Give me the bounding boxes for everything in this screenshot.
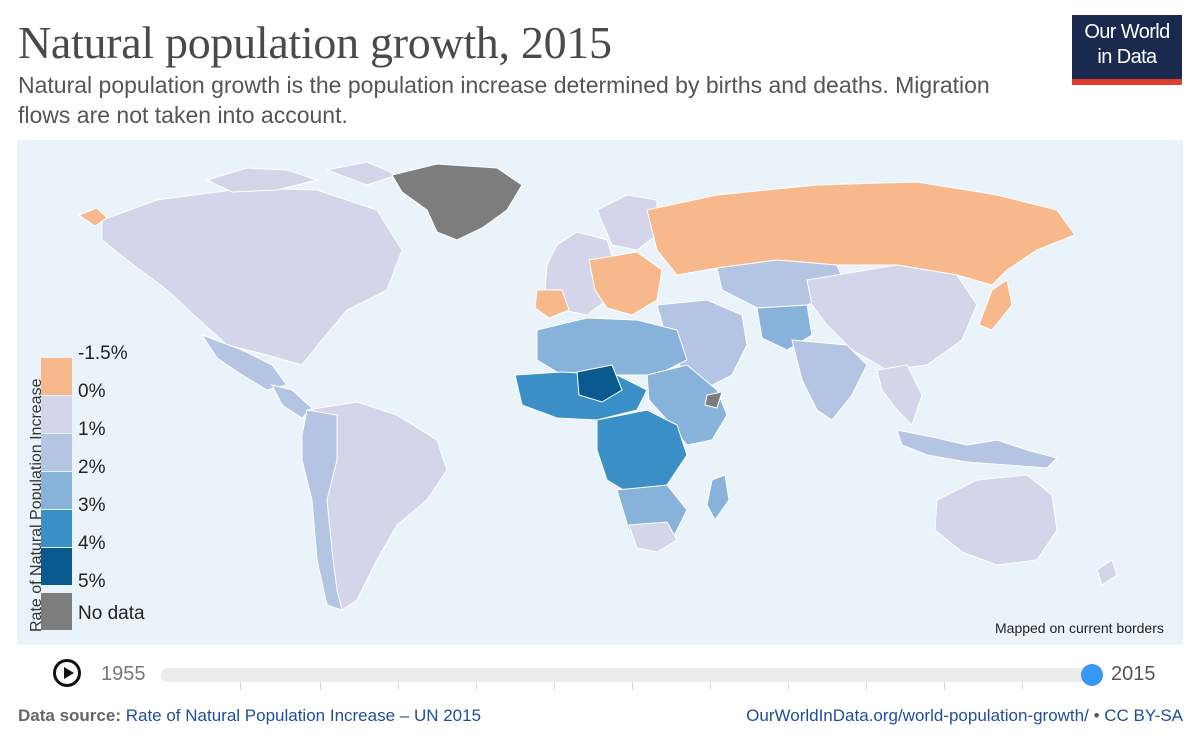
timeline-tick [554, 682, 555, 690]
region-russia[interactable] [646, 181, 1076, 286]
timeline-tick [476, 682, 477, 690]
logo-line-1: Our World [1084, 21, 1170, 43]
legend-tick-label: 5% [78, 571, 106, 592]
logo-accent-bar [1072, 79, 1182, 85]
timeline-tick [632, 682, 633, 690]
legend-swatch-bin-6[interactable] [41, 548, 72, 585]
legend-swatch-bin-4[interactable] [41, 472, 72, 509]
timeline-start-year: 1955 [101, 663, 146, 685]
world-map-svg [77, 161, 1118, 611]
region-niger[interactable] [576, 364, 623, 403]
region-japan[interactable] [978, 279, 1013, 331]
timeline-tick [788, 682, 789, 690]
region-north-africa[interactable] [536, 317, 688, 376]
region-indonesia[interactable] [896, 429, 1058, 469]
play-icon[interactable] [53, 659, 81, 687]
region-south-africa[interactable] [628, 521, 678, 553]
footer-separator: • [1093, 706, 1100, 725]
region-madagascar[interactable] [706, 474, 730, 521]
region-north-america[interactable] [101, 187, 403, 366]
timeline-tick [710, 682, 711, 690]
region-iberia[interactable] [534, 289, 570, 319]
timeline: 1955 2015 [0, 652, 1200, 702]
region-new-zealand[interactable] [1096, 559, 1118, 586]
legend-tick-label: 4% [78, 533, 106, 554]
logo-line-2: in Data [1097, 46, 1157, 68]
legend-tick-label: 0% [78, 381, 106, 402]
owid-url-link[interactable]: OurWorldInData.org/world-population-grow… [746, 706, 1089, 725]
region-china-mongolia[interactable] [806, 264, 978, 371]
timeline-tick [1022, 682, 1023, 690]
mapped-borders-note: Mapped on current borders [995, 620, 1164, 636]
timeline-tick [398, 682, 399, 690]
region-southern-europe[interactable] [588, 251, 663, 316]
legend-swatch-no-data[interactable] [41, 593, 72, 630]
timeline-track[interactable] [161, 668, 1095, 682]
legend-no-data-label: No data [78, 603, 145, 624]
legend-swatch-bin-1[interactable] [41, 358, 72, 395]
region-central-africa[interactable] [596, 409, 688, 496]
region-india[interactable] [791, 339, 868, 421]
timeline-tick [320, 682, 321, 690]
legend-swatch-bin-2[interactable] [41, 396, 72, 433]
region-australia[interactable] [934, 474, 1058, 566]
source-label: Data source: [18, 706, 121, 725]
source-link[interactable]: Rate of Natural Population Increase – UN… [125, 706, 482, 725]
timeline-tick [240, 682, 241, 690]
timeline-tick [944, 682, 945, 690]
timeline-end-year: 2015 [1111, 663, 1156, 685]
legend-swatch-bin-5[interactable] [41, 510, 72, 547]
license-link[interactable]: CC BY-SA [1104, 706, 1183, 725]
chart-subtitle: Natural population growth is the populat… [18, 72, 990, 128]
region-southeast-asia[interactable] [876, 364, 923, 426]
region-greenland[interactable] [391, 163, 523, 241]
legend-swatch-bin-3[interactable] [41, 434, 72, 471]
chart-title: Natural population growth, 2015 [18, 17, 612, 68]
legend-tick-label: -1.5% [78, 343, 128, 364]
region-somalia[interactable] [704, 391, 723, 409]
license-info: OurWorldInData.org/world-population-grow… [746, 706, 1183, 726]
region-andes[interactable] [301, 409, 343, 611]
legend-tick-label: 1% [78, 419, 106, 440]
owid-logo[interactable]: Our World in Data [1072, 15, 1182, 85]
region-east-africa[interactable] [646, 364, 728, 446]
timeline-handle[interactable] [1081, 664, 1103, 686]
legend-tick-label: 3% [78, 495, 106, 516]
region-alaska[interactable] [77, 207, 108, 227]
timeline-tick [866, 682, 867, 690]
region-arctic-islands[interactable] [205, 161, 399, 193]
legend-tick-label: 2% [78, 457, 106, 478]
data-source: Data source: Rate of Natural Population … [18, 706, 481, 726]
world-map[interactable] [17, 140, 1183, 645]
